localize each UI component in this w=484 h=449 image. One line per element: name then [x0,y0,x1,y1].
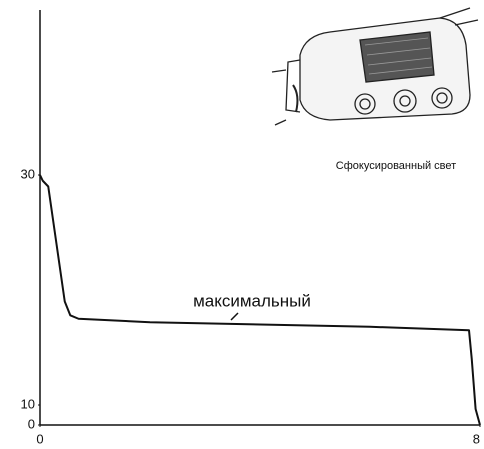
headlamp-illustration [272,8,478,125]
y-tick-label: 30 [21,166,35,181]
y-tick-label: 10 [21,396,35,411]
y-tick-label: 0 [28,416,35,431]
annotation: максимальный [193,291,311,310]
x-tick-label: 0 [36,431,43,446]
annotation-pointer [231,313,238,320]
chart: Сфокусированный свет максимальный 0 10 30 0… [0,0,484,449]
x-tick-label: 8 [473,431,480,446]
image-caption: Сфокусированный свет [336,160,456,172]
